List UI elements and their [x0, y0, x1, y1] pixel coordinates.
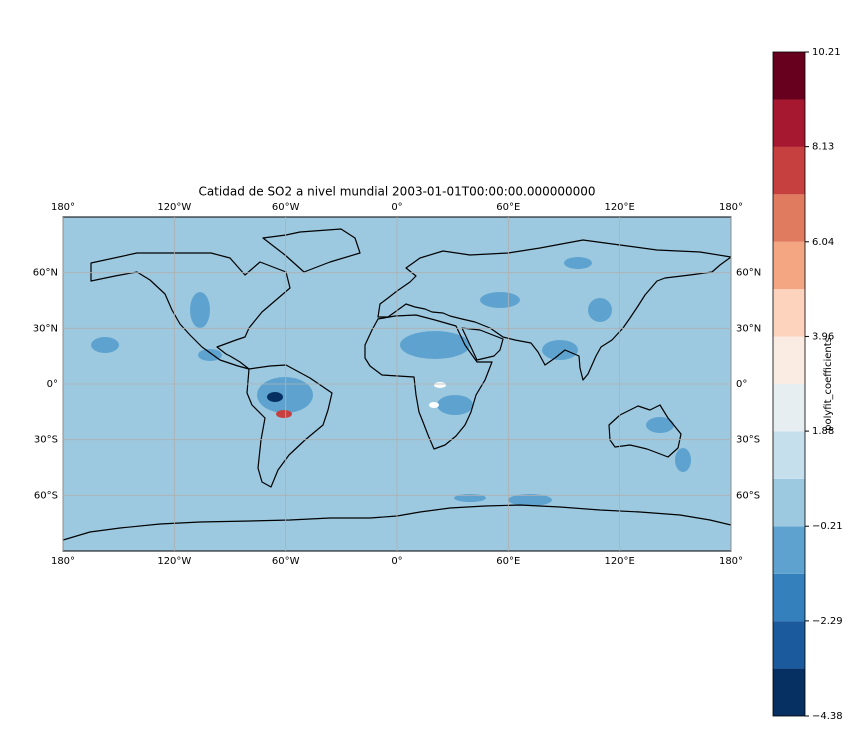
colorbar-band	[773, 52, 805, 100]
colorbar-band	[773, 241, 805, 290]
colorbar-band	[773, 194, 805, 242]
y-tick-label-left: 60°N	[33, 268, 58, 279]
x-tick-label-bottom: 60°E	[496, 556, 520, 567]
colorbar-band	[773, 384, 805, 432]
x-tick-label-bottom: 60°W	[272, 556, 300, 567]
x-tick-label-top: 180°	[719, 202, 743, 213]
colorbar-tick-label: 1.88	[812, 426, 834, 437]
colorbar-tick-label: 10.21	[812, 47, 841, 58]
x-tick-label-top: 120°W	[157, 202, 191, 213]
field-patches	[91, 257, 691, 506]
colorbar-band	[773, 621, 805, 669]
colorbar-band	[773, 573, 805, 622]
colorbar-band	[773, 99, 805, 147]
colorbar-band	[773, 336, 805, 385]
colorbar-tick-label: 8.13	[812, 142, 834, 153]
colorbar-band	[773, 478, 805, 527]
colorbar-tick-label: −4.38	[812, 711, 843, 722]
x-tick-label-bottom: 120°W	[157, 556, 191, 567]
x-tick-label-top: 60°E	[496, 202, 520, 213]
coastlines	[63, 228, 731, 541]
x-tick-label-bottom: 120°E	[604, 556, 634, 567]
colorbar-band	[773, 526, 805, 574]
colorbar-tick-label: −0.21	[812, 521, 843, 532]
y-tick-label-right: 30°S	[736, 435, 760, 446]
x-tick-label-top: 180°	[51, 202, 75, 213]
y-tick-label-right: 60°N	[736, 268, 761, 279]
colorbar-band	[773, 146, 805, 195]
colorbar-tick-label: −2.29	[812, 616, 843, 627]
y-tick-label-left: 0°	[47, 379, 58, 390]
y-tick-label-right: 60°S	[736, 490, 760, 501]
colorbar-tick-label: 3.96	[812, 331, 834, 342]
y-tick-label-left: 30°S	[34, 435, 58, 446]
x-tick-label-top: 0°	[391, 202, 402, 213]
y-tick-label-right: 30°N	[736, 323, 761, 334]
x-tick-label-bottom: 180°	[719, 556, 743, 567]
y-tick-label-left: 30°N	[33, 323, 58, 334]
chart-title: Catidad de SO2 a nivel mundial 2003-01-0…	[198, 185, 595, 199]
y-tick-label-right: 0°	[736, 379, 747, 390]
colorbar-band	[773, 431, 805, 479]
colorbar-tick-label: 6.04	[812, 237, 834, 248]
x-tick-label-bottom: 180°	[51, 556, 75, 567]
colorbar-label: polyfit_coefficients	[823, 337, 834, 431]
colorbar-band	[773, 668, 805, 716]
x-tick-label-bottom: 0°	[391, 556, 402, 567]
colorbar-band	[773, 289, 805, 337]
colorbar-frame	[772, 51, 806, 717]
x-tick-label-top: 60°W	[272, 202, 300, 213]
x-tick-label-top: 120°E	[604, 202, 634, 213]
y-tick-label-left: 60°S	[34, 490, 58, 501]
